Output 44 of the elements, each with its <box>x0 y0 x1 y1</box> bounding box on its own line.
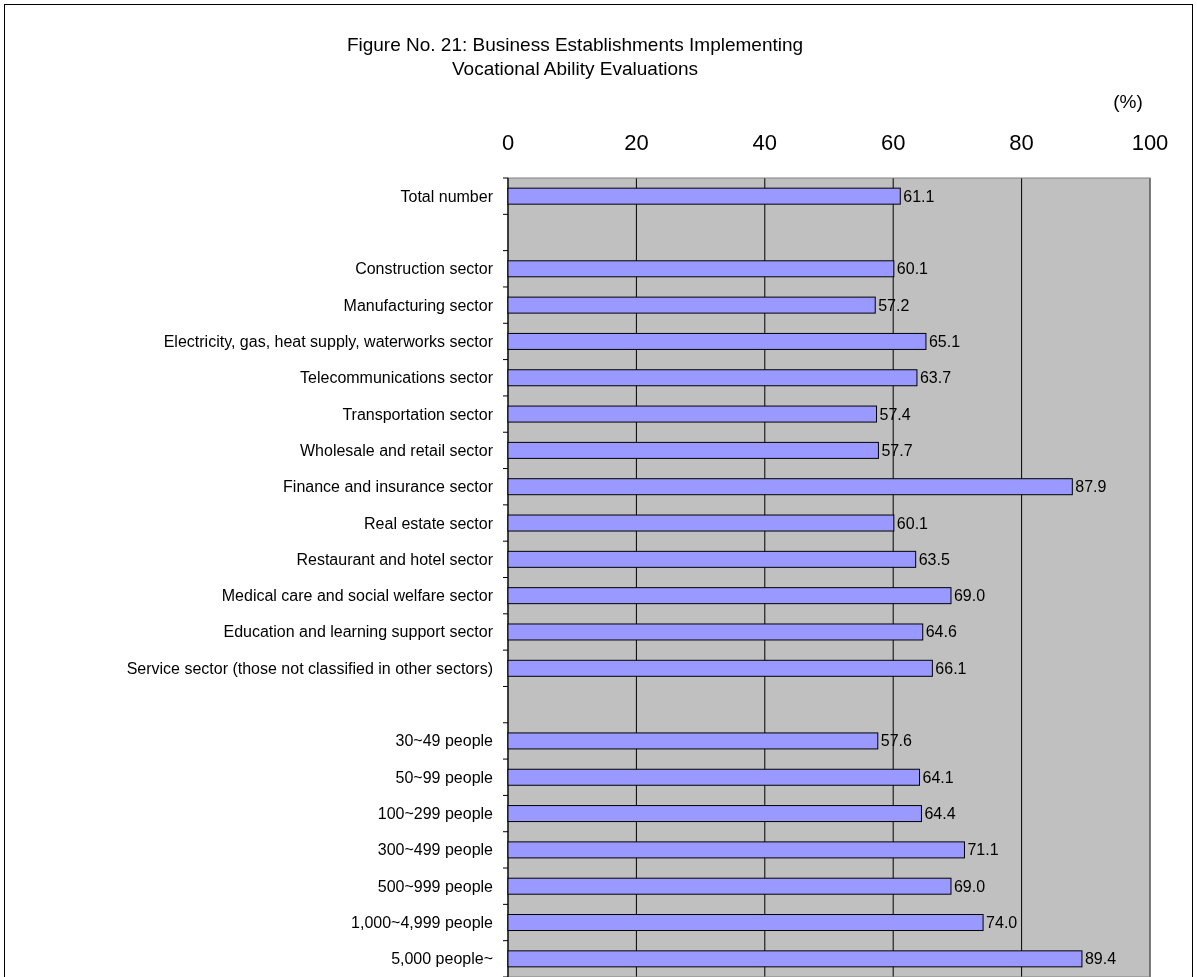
data-label: 69.0 <box>953 877 986 895</box>
data-label: 69.0 <box>953 587 986 605</box>
y-tick-label: Finance and insurance sector <box>283 478 494 496</box>
y-tick-label: 50~99 people <box>395 768 494 786</box>
y-tick-label: 5,000 people~ <box>391 950 493 968</box>
x-tick-label: 40 <box>752 130 778 155</box>
data-label: 64.4 <box>924 805 956 823</box>
y-tick-label: Education and learning support sector <box>223 623 494 641</box>
data-label: 66.1 <box>935 659 967 677</box>
x-tick-label: 20 <box>624 130 649 155</box>
y-tick-label: Real estate sector <box>364 514 494 532</box>
data-label: 87.9 <box>1075 478 1107 496</box>
x-tick-label: 60 <box>880 130 906 155</box>
y-tick-label: Electricity, gas, heat supply, waterworks sector <box>163 332 494 350</box>
y-tick-label: 300~499 people <box>377 841 494 859</box>
y-tick-label: Restaurant and hotel sector <box>296 550 494 568</box>
y-tick-label: 1,000~4,999 people <box>351 914 494 932</box>
y-tick-label: 30~49 people <box>395 732 494 750</box>
x-tick-label: 80 <box>1009 130 1034 155</box>
data-label: 60.1 <box>896 514 929 532</box>
data-label: 71.1 <box>967 841 999 859</box>
y-tick-label: Total number <box>400 187 494 205</box>
y-tick-label: Service sector (those not classified in other sectors) <box>126 659 493 677</box>
y-tick-label: Wholesale and retail sector <box>300 441 494 459</box>
data-label: 60.1 <box>896 260 929 278</box>
y-tick-label: Medical care and social welfare sector <box>221 587 494 605</box>
x-tick-label: 100 <box>1131 130 1169 155</box>
x-tick-label: 0 <box>501 130 515 155</box>
data-label: 63.7 <box>919 369 952 387</box>
data-label: 64.1 <box>922 768 954 786</box>
y-tick-label: 100~299 people <box>377 805 494 823</box>
chart-title: Figure No. 21: Business Establishments Implementing Vocational Ability Evaluations <box>346 34 804 79</box>
y-tick-label: 500~999 people <box>377 877 494 895</box>
data-label: 74.0 <box>986 914 1018 932</box>
x-axis-title: (%) <box>1113 91 1143 112</box>
y-tick-label: Telecommunications sector <box>300 369 494 387</box>
y-tick-label: Construction sector <box>355 260 494 278</box>
data-label: 63.5 <box>918 550 950 568</box>
data-label: 89.4 <box>1084 950 1117 968</box>
data-label: 65.1 <box>928 332 961 350</box>
y-tick-label: Transportation sector <box>342 405 494 423</box>
data-label: 64.6 <box>925 623 957 641</box>
data-label: 61.1 <box>903 187 935 205</box>
y-tick-label: Manufacturing sector <box>343 296 494 314</box>
